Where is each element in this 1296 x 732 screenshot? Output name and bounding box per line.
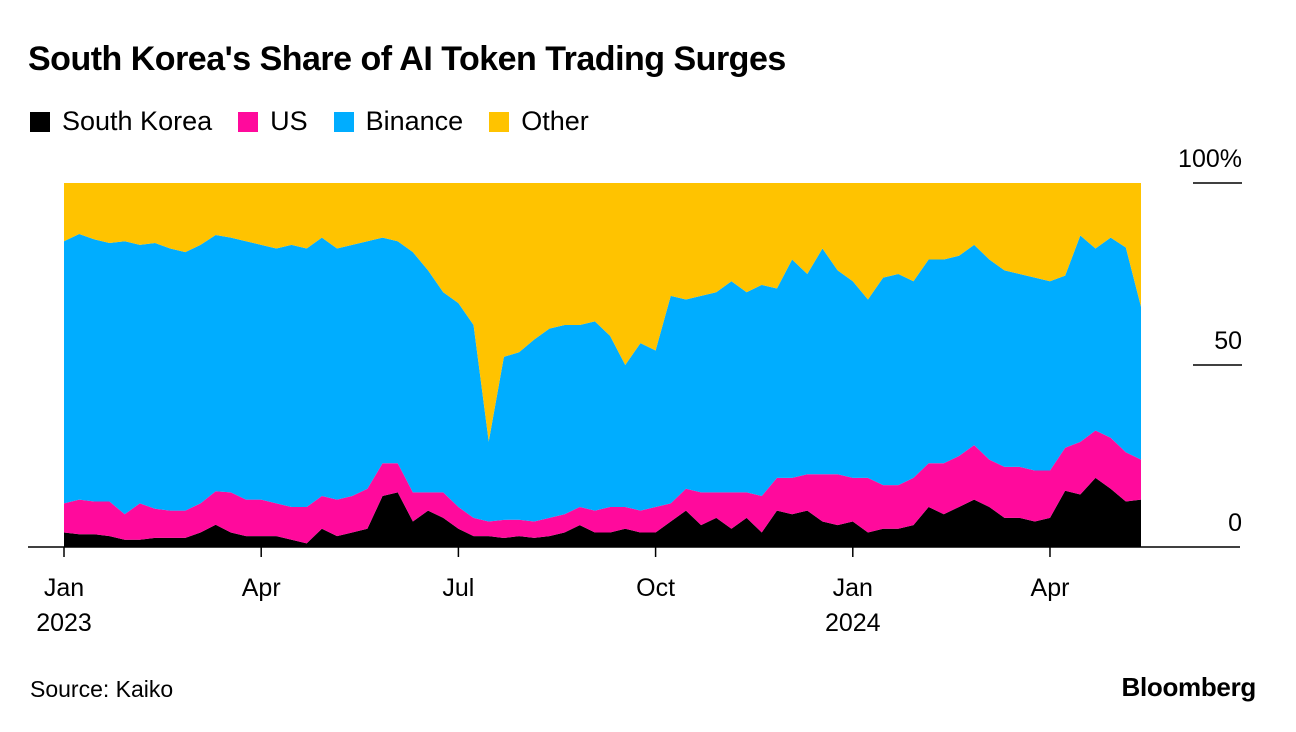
legend-label-us: US — [270, 106, 308, 136]
x-tick-label-1: Apr — [242, 574, 281, 602]
chart-title: South Korea's Share of AI Token Trading … — [28, 40, 786, 78]
y-tick-label-50: 50 — [1214, 327, 1242, 355]
bloomberg-logo: Bloomberg — [1121, 672, 1256, 702]
source-note: Source: Kaiko — [30, 676, 174, 702]
x-tick-label-5: Apr — [1031, 574, 1070, 602]
area-us — [64, 430, 1141, 544]
x-tick-label-3: Oct — [636, 574, 675, 602]
legend-swatch-binance — [333, 111, 354, 132]
area-other — [64, 183, 1141, 442]
legend-swatch-south-korea — [30, 111, 50, 132]
legend-item-other: Other — [489, 106, 589, 137]
x-tick-label-4: Jan — [833, 574, 873, 602]
legend-label-binance: Binance — [365, 106, 464, 136]
area-layer — [64, 183, 1141, 547]
legend-item-binance: Binance — [333, 106, 464, 137]
legend-swatch-other — [489, 111, 510, 132]
legend-label-other: Other — [521, 106, 589, 136]
legend-item-us: US — [238, 106, 308, 137]
legend: South Korea US Binance Other — [30, 106, 615, 137]
legend-item-south-korea: South Korea — [30, 106, 212, 137]
area-binance — [64, 233, 1141, 522]
x-tick-year-4: 2024 — [825, 609, 881, 637]
legend-swatch-us — [238, 111, 259, 132]
y-tick-label-0: 0 — [1228, 509, 1242, 537]
legend-label-south-korea: South Korea — [62, 106, 213, 136]
area-south-korea — [64, 477, 1141, 547]
y-tick-label-100: 100% — [1178, 145, 1242, 173]
x-tick-year-0: 2023 — [36, 609, 92, 637]
x-tick-label-0: Jan — [44, 574, 84, 602]
x-tick-label-2: Jul — [442, 574, 474, 602]
